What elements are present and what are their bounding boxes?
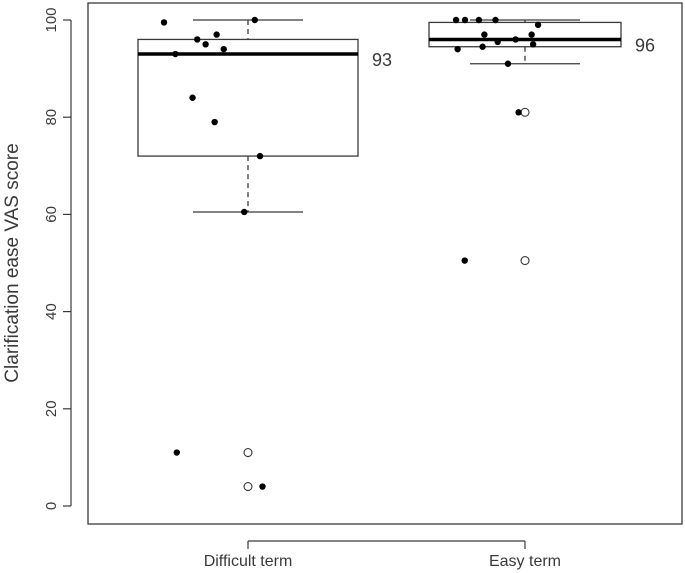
outlier-point: [243, 447, 253, 458]
data-point: [504, 60, 512, 67]
data-point: [241, 208, 248, 216]
box-iqr: [137, 38, 359, 157]
data-point: [202, 41, 209, 48]
data-point: [189, 94, 196, 101]
data-point: [194, 36, 201, 43]
data-point: [528, 31, 535, 38]
outlier-point: [243, 482, 253, 492]
data-point: [475, 16, 483, 24]
y-tick-label: 80: [43, 109, 60, 126]
y-tick-label: 20: [43, 400, 60, 417]
data-point: [452, 16, 460, 24]
data-point: [512, 36, 519, 43]
data-point: [172, 50, 179, 58]
data-point: [160, 19, 168, 26]
data-point: [211, 118, 218, 126]
data-point: [461, 16, 469, 24]
box-group: 96: [428, 16, 655, 266]
data-point: [454, 45, 461, 53]
y-tick-label: 60: [43, 206, 60, 223]
outlier-point: [520, 107, 530, 117]
box-iqr: [428, 21, 622, 48]
data-point: [479, 43, 486, 50]
data-point: [529, 41, 537, 48]
boxes: 93 96: [137, 16, 655, 492]
plot-frame: [87, 2, 683, 525]
data-point: [251, 16, 258, 24]
box-group: 93: [137, 16, 392, 492]
x-tick-label: Easy term: [489, 553, 561, 570]
y-tick-label: 40: [43, 303, 60, 320]
data-point: [515, 109, 522, 116]
data-point: [494, 38, 501, 46]
data-point: [492, 16, 499, 24]
data-point: [213, 31, 220, 38]
data-point: [259, 483, 266, 490]
x-axis: Difficult term Easy term: [204, 540, 561, 570]
data-point: [481, 31, 488, 38]
y-tick-label: 0: [43, 502, 60, 510]
data-point: [256, 152, 264, 160]
data-point: [220, 45, 227, 53]
outlier-point: [520, 256, 530, 266]
data-point: [461, 257, 468, 264]
median-label: 96: [635, 35, 655, 55]
y-axis: 0 20 40 60 80 100: [43, 7, 72, 510]
data-point: [534, 21, 542, 29]
data-point: [173, 449, 180, 456]
median-label: 93: [372, 50, 392, 70]
y-tick-label: 100: [43, 7, 60, 32]
x-tick-label: Difficult term: [204, 553, 293, 570]
y-axis-title: Clarification ease VAS score: [2, 143, 23, 382]
